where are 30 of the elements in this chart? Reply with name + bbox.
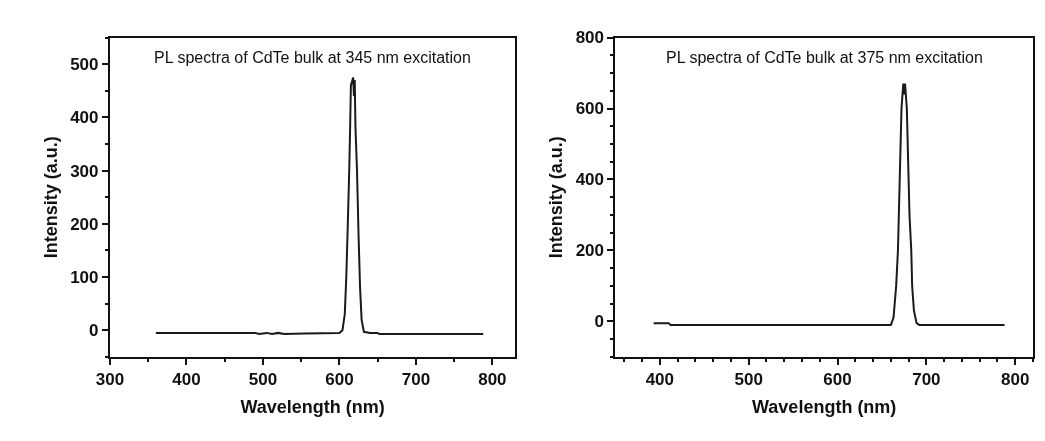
y-tick-label: 800: [575, 28, 605, 48]
x-tick-label: 700: [401, 370, 431, 390]
x-tick-label: 500: [734, 370, 763, 390]
y-tick-label: 0: [89, 321, 99, 341]
y-tick-label: 400: [575, 170, 605, 190]
y-tick-label: 200: [70, 214, 99, 234]
x-tick-label: 600: [823, 370, 852, 390]
annotation: PL spectra of CdTe bulk at 375 nm excitation: [666, 49, 983, 66]
y-axis-title: Intensity (a.u.): [40, 136, 61, 259]
y-axis-title: Intensity (a.u.): [546, 136, 567, 259]
annotation: PL spectra of CdTe bulk at 345 nm excitation: [154, 49, 471, 66]
line-series: [652, 82, 1006, 326]
y-tick-label: 300: [70, 161, 99, 181]
y-tick-label: 400: [70, 108, 99, 128]
y-tick-label: 500: [70, 55, 99, 75]
y-tick-label: 600: [575, 99, 605, 119]
x-axis-title: Wavelength (nm): [240, 396, 385, 417]
x-tick-label: 400: [645, 370, 675, 390]
x-axis-title: Wavelength (nm): [752, 396, 897, 417]
x-tick-label: 800: [1001, 370, 1030, 390]
y-tick-label: 100: [70, 267, 99, 287]
x-tick-label: 300: [95, 370, 125, 390]
y-tick-label: 0: [594, 312, 605, 332]
x-tick-label: 700: [912, 370, 941, 390]
x-tick-label: 400: [172, 370, 201, 390]
x-tick-label: 500: [248, 370, 278, 390]
x-tick-label: 600: [325, 370, 354, 390]
y-tick-label: 200: [575, 241, 605, 261]
x-tick-label: 800: [478, 370, 507, 390]
line-series: [154, 76, 485, 335]
